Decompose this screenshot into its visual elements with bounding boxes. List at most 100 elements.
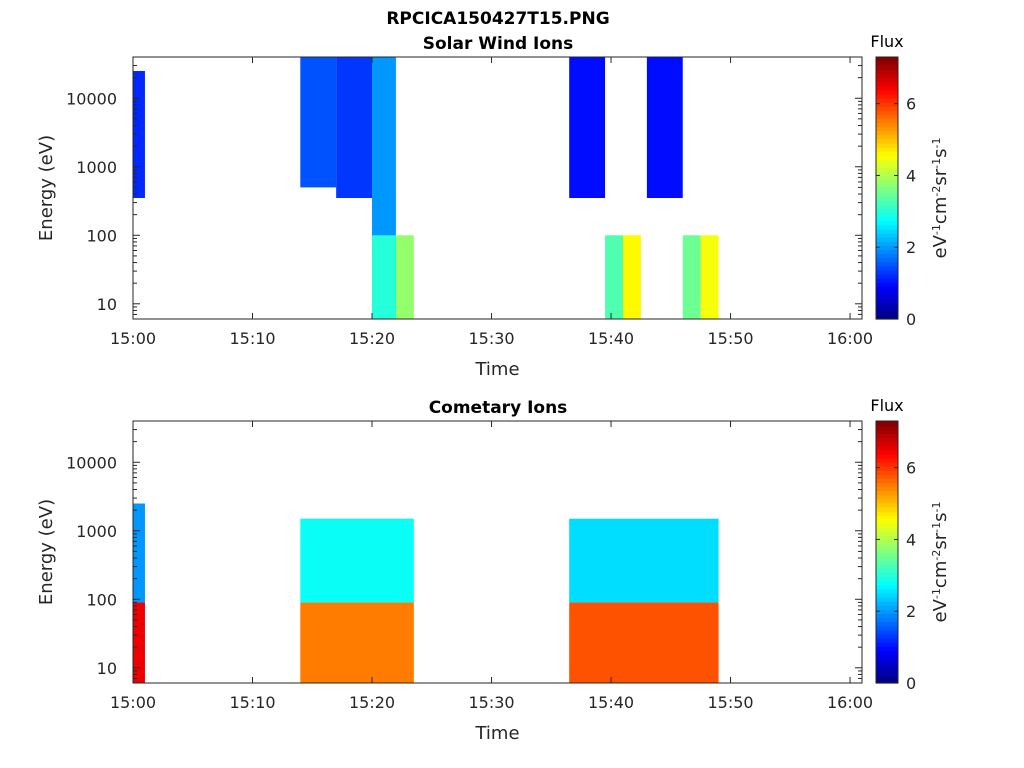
colorbar-segment [876, 224, 898, 230]
y-axis-label: Energy (eV) [36, 499, 57, 605]
y-tick-label: 100 [86, 590, 117, 609]
colorbar-segment [876, 556, 898, 561]
colorbar-title: Flux [870, 32, 903, 51]
colorbar-segment [876, 650, 898, 655]
y-axis-label: Energy (eV) [36, 135, 57, 241]
colorbar-segment [876, 437, 898, 443]
colorbar-segment [876, 298, 898, 304]
colorbar-segment [876, 576, 898, 582]
colorbar-segment [876, 662, 898, 668]
colorbar-segment [876, 97, 898, 103]
colorbar-segment [876, 515, 898, 520]
colorbar-tick-label: 2 [906, 602, 916, 621]
colorbar: Flux 0 2 4 6 eV-1cm-2sr-1s-1 [870, 396, 951, 693]
colorbar-segment [876, 163, 898, 169]
colorbar-segment [876, 102, 898, 107]
heatmap-cell [133, 602, 145, 683]
heatmap-cell [300, 602, 414, 683]
colorbar-segment [876, 253, 898, 259]
colorbar-segment [876, 171, 898, 177]
colorbar-segment [876, 233, 898, 238]
colorbar-segment [876, 457, 898, 463]
heatmap-cell [133, 503, 145, 603]
colorbar-segment [876, 81, 898, 87]
panel-title: Solar Wind Ions [423, 34, 574, 54]
colorbar-segment [876, 179, 898, 185]
colorbar-segment [876, 208, 898, 214]
colorbar-segment [876, 282, 898, 287]
colorbar-segment [876, 678, 898, 684]
colorbar-segment [876, 629, 898, 635]
colorbar-unit-label: eV-1cm-2sr-1s-1 [930, 138, 952, 259]
colorbar-segment [876, 494, 898, 500]
colorbar-segment [876, 61, 898, 66]
colorbar-segment [876, 502, 898, 508]
colorbar-segment [876, 167, 898, 173]
colorbar-segment [876, 543, 898, 549]
colorbar-segment [876, 175, 898, 181]
colorbar-segment [876, 560, 898, 565]
colorbar-segment [876, 592, 898, 598]
colorbar-segment [876, 490, 898, 496]
colorbar: Flux 0 2 4 6 eV-1cm-2sr-1s-1 [870, 32, 951, 329]
colorbar-segment [876, 93, 898, 99]
colorbar-segment [876, 486, 898, 492]
y-tick-label: 100 [86, 226, 117, 245]
colorbar-segment [876, 433, 898, 438]
colorbar-segment [876, 188, 898, 193]
x-tick-label: 15:10 [229, 693, 275, 712]
colorbar-segment [876, 429, 898, 434]
x-tick-label: 15:20 [349, 329, 395, 348]
colorbar-segment [876, 572, 898, 578]
heatmap-cell [300, 518, 414, 603]
colorbar-segment [876, 666, 898, 672]
x-tick-label: 15:10 [229, 329, 275, 348]
colorbar-segment [876, 249, 898, 255]
heatmap-cell [646, 57, 683, 199]
colorbar-segment [876, 670, 898, 676]
colorbar-segment [876, 306, 898, 312]
colorbar-segment [876, 621, 898, 627]
x-tick-label: 16:00 [827, 329, 873, 348]
heatmap-cell [569, 57, 606, 199]
colorbar-segment [876, 126, 898, 132]
heatmap-cell [569, 518, 719, 603]
colorbar-segment [876, 106, 898, 111]
colorbar-segment [876, 466, 898, 471]
x-tick-label: 15:30 [468, 693, 514, 712]
y-tick-label: 10000 [66, 89, 117, 108]
colorbar-tick-label: 2 [906, 238, 916, 257]
colorbar-segment [876, 564, 898, 569]
colorbar-segment [876, 159, 898, 165]
panel-title: Cometary Ions [429, 398, 568, 418]
colorbar-segment [876, 122, 898, 128]
heatmap-cell [682, 235, 701, 319]
colorbar-segment [876, 261, 898, 267]
colorbar-segment [876, 204, 898, 210]
colorbar-segment [876, 506, 898, 512]
colorbar-tick-label: 4 [906, 166, 916, 185]
x-tick-label: 15:30 [468, 329, 514, 348]
colorbar-segment [876, 216, 898, 222]
colorbar-segment [876, 134, 898, 140]
colorbar-segment [876, 613, 898, 619]
colorbar-segment [876, 228, 898, 234]
heatmap-cells [133, 503, 719, 683]
panel-solar-wind-ions: Solar Wind Ions 15:00 15:10 15:20 15:30 15:40… [36, 32, 951, 380]
x-tick-label: 15:20 [349, 693, 395, 712]
colorbar-segment [876, 147, 898, 152]
x-tick-label: 15:00 [110, 329, 156, 348]
axes-frame [132, 56, 863, 320]
colorbar-tick-label: 0 [906, 674, 916, 693]
colorbar-segment [876, 89, 898, 95]
y-tick-label: 10000 [66, 453, 117, 472]
colorbar-segment [876, 633, 898, 639]
colorbar-segment [876, 425, 898, 430]
heatmap-cell [395, 235, 414, 319]
x-tick-label: 16:00 [827, 693, 873, 712]
colorbar-segment [876, 609, 898, 615]
colorbar-tick-label: 6 [906, 95, 916, 114]
colorbar-segment [876, 286, 898, 291]
